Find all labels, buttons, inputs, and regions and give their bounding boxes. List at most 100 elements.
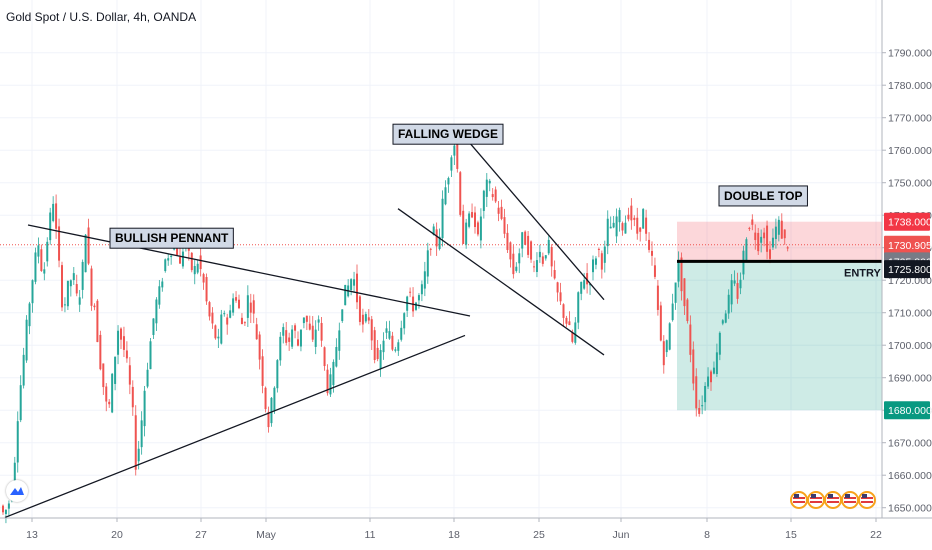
candle-body [600,253,603,270]
candle [459,170,462,217]
candle-body [509,242,512,260]
candle-body [786,247,789,249]
pattern-annotation: BULLISH PENNANT [109,227,234,249]
candle [462,204,465,245]
pattern-annotation-box [392,123,504,145]
candle [786,246,789,252]
candle [140,411,143,455]
candle [394,346,397,353]
candle [763,227,766,247]
candle [361,308,364,333]
candle-body [571,332,574,342]
candle-body [506,232,509,250]
candle-body [535,260,538,272]
candle-body [423,271,426,289]
candle [739,272,742,295]
candle-body [223,313,226,315]
candle [249,293,252,324]
tradingview-logo-icon[interactable] [6,480,28,502]
candle [49,207,52,245]
candle [524,230,527,246]
candle [701,395,704,415]
candle-body [341,309,344,322]
candle [367,309,370,325]
candle-body [651,250,653,256]
candle-body [456,142,459,169]
candle-body [583,280,586,289]
candle [627,207,630,222]
candle-body [618,210,621,223]
candle-body [733,280,736,284]
candle-body [356,273,358,303]
candle [471,203,474,219]
candle-body [695,376,698,409]
candle-body [49,212,52,241]
candle-body [736,283,739,299]
candle [323,346,326,371]
candle [379,344,382,377]
candle [34,247,37,285]
candle-body [90,268,93,306]
candle-body [308,323,311,330]
candle-body [31,280,34,304]
price-tick-label: 1660.000 [888,470,932,482]
candle-body [78,297,81,305]
price-tick-label: 1780.000 [888,80,932,92]
candle-body [22,354,25,386]
candle-body [497,207,500,214]
candle-body [397,342,400,351]
candle-body [730,280,733,305]
candle [777,216,780,242]
candle-body [2,505,4,513]
candle [533,260,535,273]
candle [580,281,583,301]
candle-body [453,145,456,156]
candle [72,267,75,285]
candle-body [547,239,550,254]
candle-body [102,363,105,388]
candle-body [181,251,184,267]
candle-body [252,300,255,314]
candle-body [692,349,695,384]
candle [382,332,385,360]
candle-body [240,317,243,325]
candle-body [668,323,671,350]
candle-body [544,255,547,259]
price-tick-label: 1700.000 [888,340,932,352]
candle [120,327,122,350]
candle [117,325,120,365]
price-tick-label: 1650.000 [888,503,932,515]
candle [721,319,724,326]
candle [61,261,63,312]
candle [468,211,471,229]
candle [246,285,249,328]
candle-body [441,198,444,239]
candle [530,240,533,263]
pattern-annotation-label: DOUBLE TOP [724,189,802,203]
candle [774,218,777,249]
candle-body [311,325,314,340]
candle-body [674,282,677,303]
candle [686,298,689,324]
candle [7,500,10,517]
candle-body [521,232,524,249]
candle-body [748,227,751,229]
candle [636,207,639,240]
candle [338,322,341,360]
economic-events-flags[interactable] [790,487,876,513]
candle-body [382,340,385,353]
candle-body [40,249,43,271]
candle-body [152,318,155,335]
candle [243,321,246,326]
candle-body [58,226,61,261]
candle-body [721,320,724,324]
price-badge-label: 1680.000 [888,405,932,417]
price-tick-label: 1770.000 [888,113,932,125]
candle-body [235,297,238,301]
time-tick-label: 20 [111,529,123,541]
candle-body [338,330,341,351]
candle [730,274,733,313]
candle [58,218,61,268]
candle-body [485,179,488,197]
